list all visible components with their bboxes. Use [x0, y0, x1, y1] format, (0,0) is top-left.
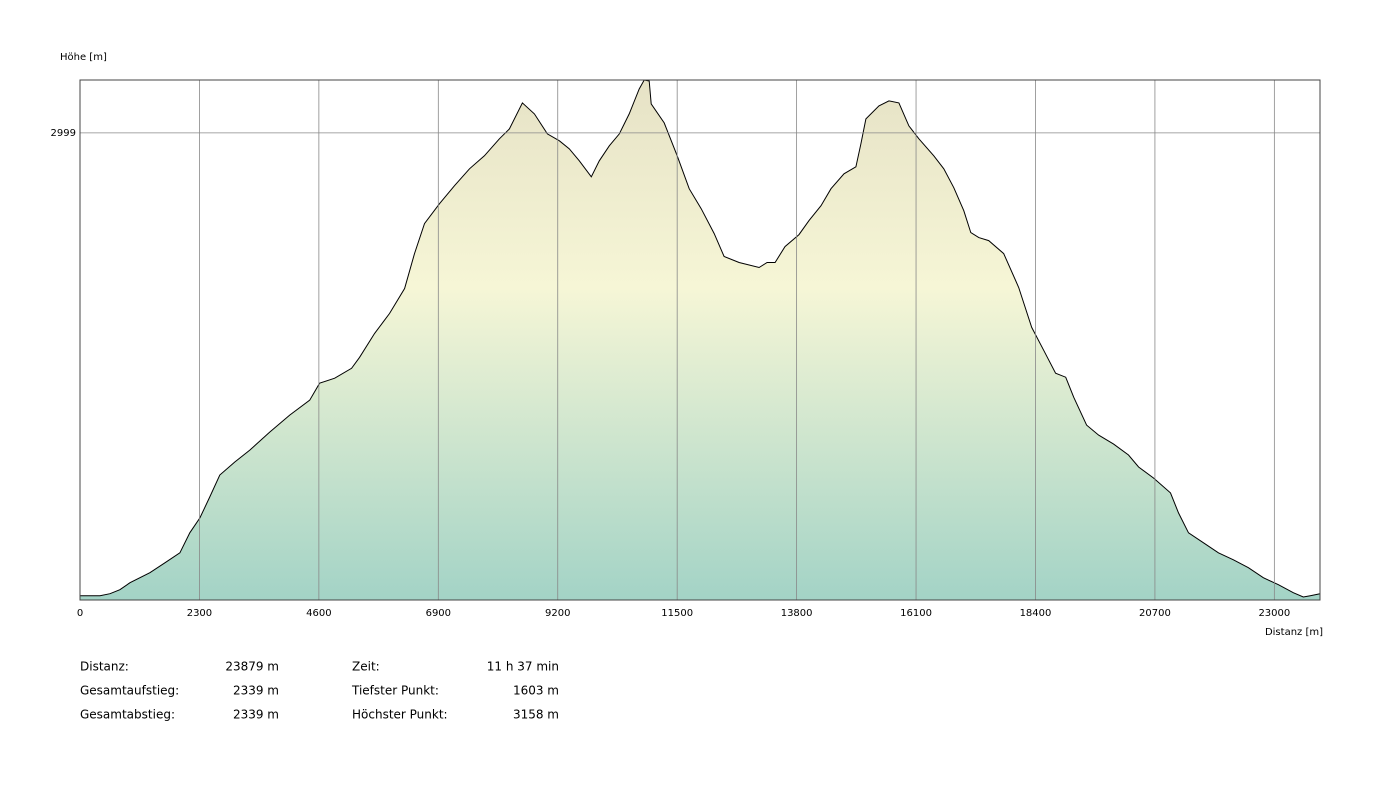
stat-value: 2339 m [233, 708, 279, 722]
stat-label: Gesamtabstieg: [80, 708, 175, 722]
plot-frame [79, 79, 1321, 601]
area-fill [80, 80, 1320, 600]
stat-label: Zeit: [352, 660, 380, 674]
stat-label: Höchster Punkt: [352, 708, 448, 722]
x-axis-label: Distanz [m] [1265, 627, 1323, 638]
x-tick-label: 20700 [1139, 608, 1171, 619]
stat-value: 23879 m [225, 660, 279, 674]
x-tick-label: 6900 [426, 608, 451, 619]
stat-label: Tiefster Punkt: [351, 684, 439, 698]
x-tick-label: 13800 [781, 608, 813, 619]
y-axis-label: Höhe [m] [60, 52, 107, 63]
stat-value: 11 h 37 min [487, 660, 559, 674]
stat-label: Distanz: [80, 660, 129, 674]
stat-value: 2339 m [233, 684, 279, 698]
x-tick-label: 4600 [306, 608, 331, 619]
x-tick-label: 18400 [1020, 608, 1052, 619]
x-tick-label: 16100 [900, 608, 932, 619]
elevation-line [80, 79, 1321, 598]
x-tick-label: 2300 [187, 608, 212, 619]
x-tick-label: 23000 [1258, 608, 1290, 619]
x-tick-label: 11500 [661, 608, 693, 619]
x-tick-label: 9200 [545, 608, 570, 619]
stat-label: Gesamtaufstieg: [80, 684, 179, 698]
stat-value: 1603 m [513, 684, 559, 698]
y-tick-label: 2999 [51, 128, 76, 139]
x-tick-label: 0 [77, 608, 83, 619]
stat-value: 3158 m [513, 708, 559, 722]
